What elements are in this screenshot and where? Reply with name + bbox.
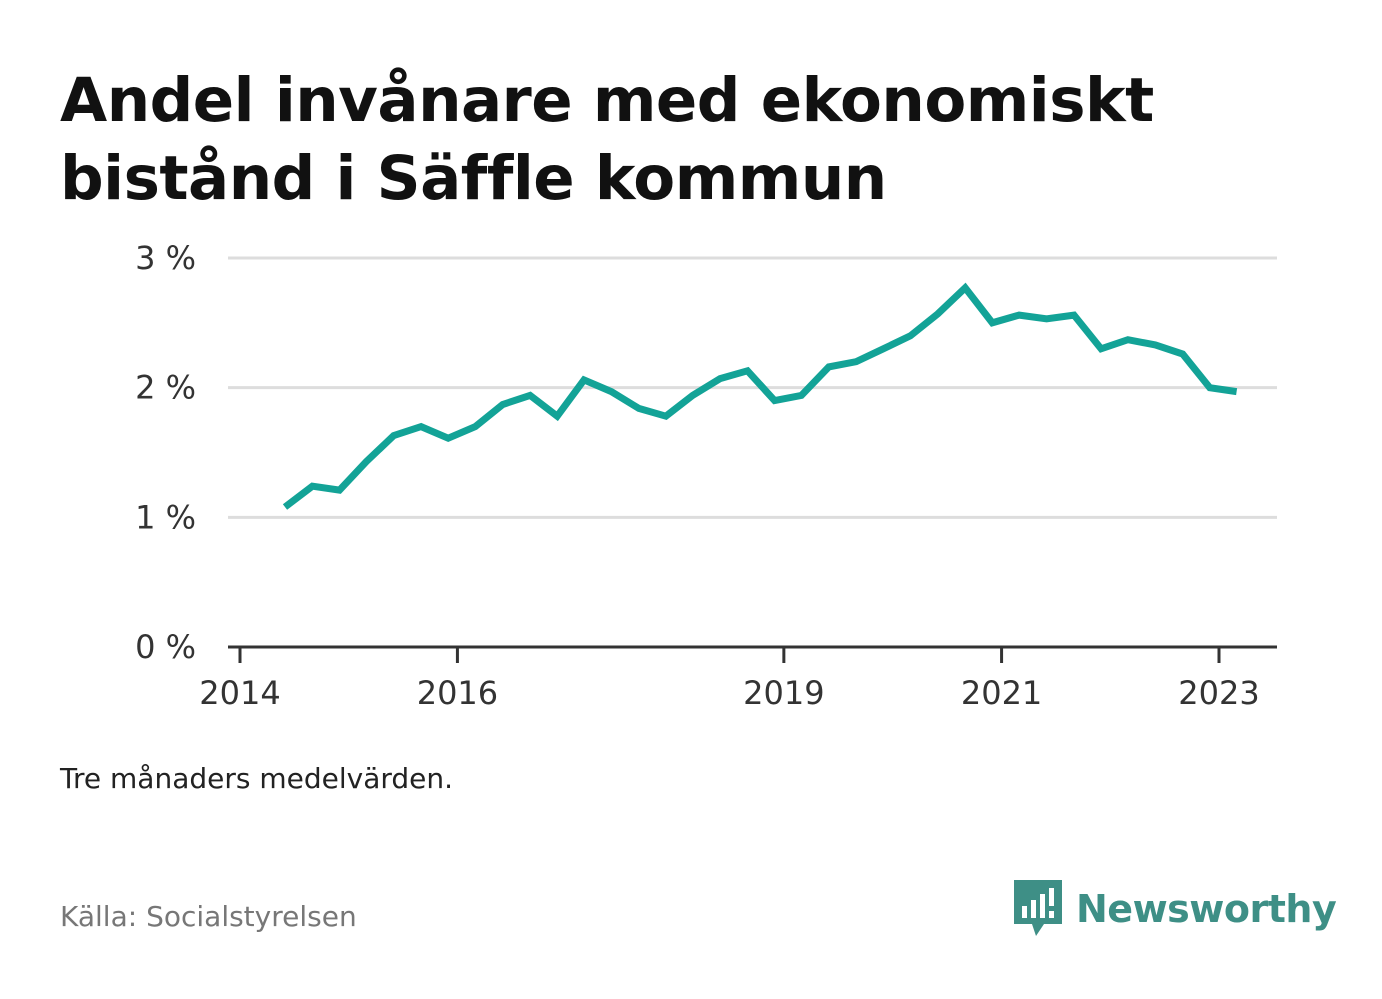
grid-lines xyxy=(228,256,1277,519)
y-tick-label: 2 % xyxy=(135,369,196,407)
y-tick-label: 0 % xyxy=(135,628,196,666)
y-axis-ticks: 0 % 1 % 2 % 3 % xyxy=(135,239,196,666)
series-line xyxy=(282,282,1238,510)
x-tick-label: 2023 xyxy=(1178,674,1259,712)
brand-name: Newsworthy xyxy=(1076,887,1337,931)
x-axis-ticks: 2014 2016 2019 2021 2023 xyxy=(199,647,1260,712)
source-label: Källa: Socialstyrelsen xyxy=(60,900,357,933)
line-chart: 0 % 1 % 2 % 3 % 2014 2016 2019 2021 2023 xyxy=(135,239,1277,712)
chart-title: Andel invånare med ekonomiskt bistånd i … xyxy=(60,65,1154,214)
newsworthy-logo-icon xyxy=(1014,880,1062,936)
chart-note: Tre månaders medelvärden. xyxy=(60,762,454,795)
x-tick-label: 2019 xyxy=(743,674,824,712)
x-tick-label: 2016 xyxy=(417,674,498,712)
x-tick-label: 2021 xyxy=(961,674,1042,712)
y-tick-label: 1 % xyxy=(135,498,196,536)
series xyxy=(282,282,1238,510)
x-tick-label: 2014 xyxy=(199,674,280,712)
newsworthy-logo[interactable]: Newsworthy xyxy=(1012,878,1337,940)
y-tick-label: 3 % xyxy=(135,239,196,277)
